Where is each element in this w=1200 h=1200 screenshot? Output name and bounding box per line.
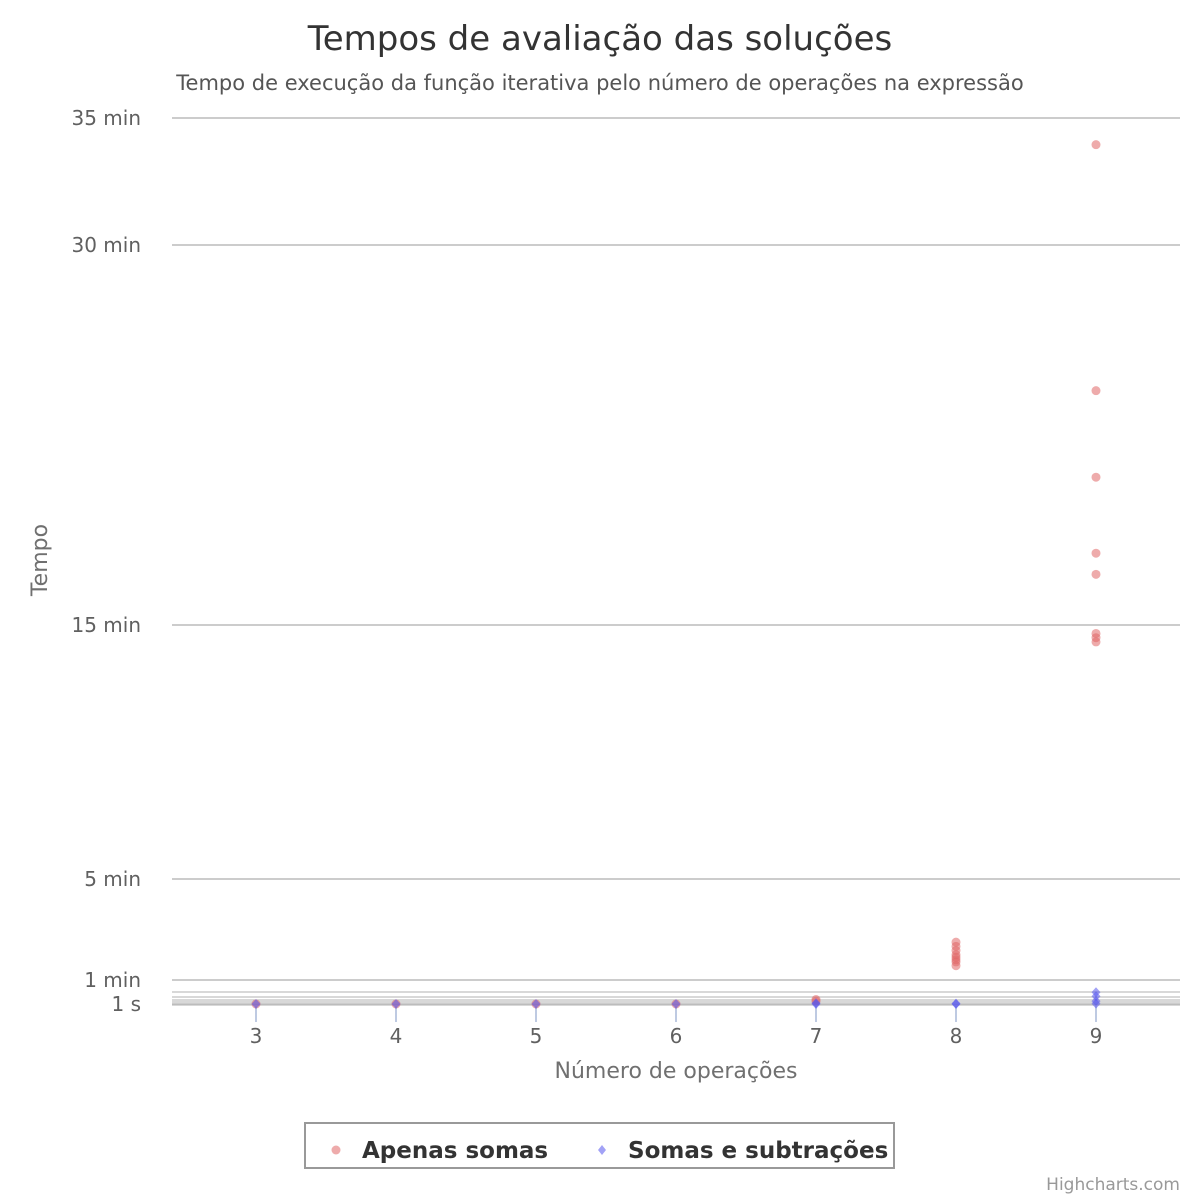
x-axis-title: Número de operações [555, 1059, 798, 1084]
plot-points [251, 140, 1101, 1009]
legend-label-somas-e-subtracoes: Somas e subtrações [628, 1138, 888, 1164]
point-somas-e-subtracoes[interactable] [951, 998, 961, 1009]
y-tick-label: 15 min [71, 613, 141, 637]
x-tick-label: 4 [390, 1024, 403, 1048]
point-apenas-somas[interactable] [1091, 569, 1101, 579]
point-apenas-somas[interactable] [1091, 386, 1101, 396]
x-tick-label: 7 [810, 1024, 823, 1048]
x-axis: 3 4 5 6 7 8 9 [250, 1006, 1103, 1048]
point-apenas-somas[interactable] [1091, 628, 1101, 638]
legend-box [304, 1122, 895, 1169]
legend-item-somas-e-subtracoes[interactable]: Somas e subtrações [598, 1138, 888, 1164]
y-axis-title: Tempo [28, 524, 53, 597]
legend: Apenas somas Somas e subtrações [304, 1122, 895, 1169]
x-tick-label: 5 [530, 1024, 543, 1048]
point-apenas-somas[interactable] [1091, 472, 1101, 482]
chart-title: Tempos de avaliação das soluções [307, 19, 892, 59]
x-tick-label: 8 [950, 1024, 963, 1048]
y-tick-label: 35 min [71, 106, 141, 130]
y-tick-label: 30 min [71, 233, 141, 257]
credits-link[interactable]: Highcharts.com [1046, 1175, 1180, 1195]
point-apenas-somas[interactable] [1091, 140, 1101, 150]
legend-marker-diamond [598, 1145, 606, 1155]
y-axis-labels: 1 s1 min 5 min 15 min 30 min 35 min [71, 106, 141, 1016]
legend-marker-circle [331, 1145, 341, 1155]
x-tick-label: 6 [670, 1024, 683, 1048]
point-somas-e-subtracoes[interactable] [671, 999, 681, 1009]
y-grid [172, 117, 1180, 1006]
point-apenas-somas[interactable] [951, 937, 961, 947]
x-tick-label: 9 [1090, 1024, 1103, 1048]
point-somas-e-subtracoes[interactable] [391, 999, 401, 1009]
point-apenas-somas[interactable] [1091, 548, 1101, 558]
point-somas-e-subtracoes[interactable] [531, 999, 541, 1009]
legend-item-apenas-somas[interactable]: Apenas somas [331, 1138, 549, 1164]
chart-subtitle: Tempo de execução da função iterativa pe… [175, 71, 1023, 95]
y-tick-label: 5 min [84, 867, 141, 891]
x-tick-label: 3 [250, 1024, 263, 1048]
y-tick-label: 1 s [111, 992, 141, 1016]
point-somas-e-subtracoes[interactable] [1091, 987, 1101, 998]
point-somas-e-subtracoes[interactable] [251, 999, 261, 1009]
legend-label-apenas-somas: Apenas somas [362, 1138, 548, 1164]
point-somas-e-subtracoes[interactable] [811, 998, 821, 1009]
y-tick-label: 1 min [84, 968, 141, 992]
